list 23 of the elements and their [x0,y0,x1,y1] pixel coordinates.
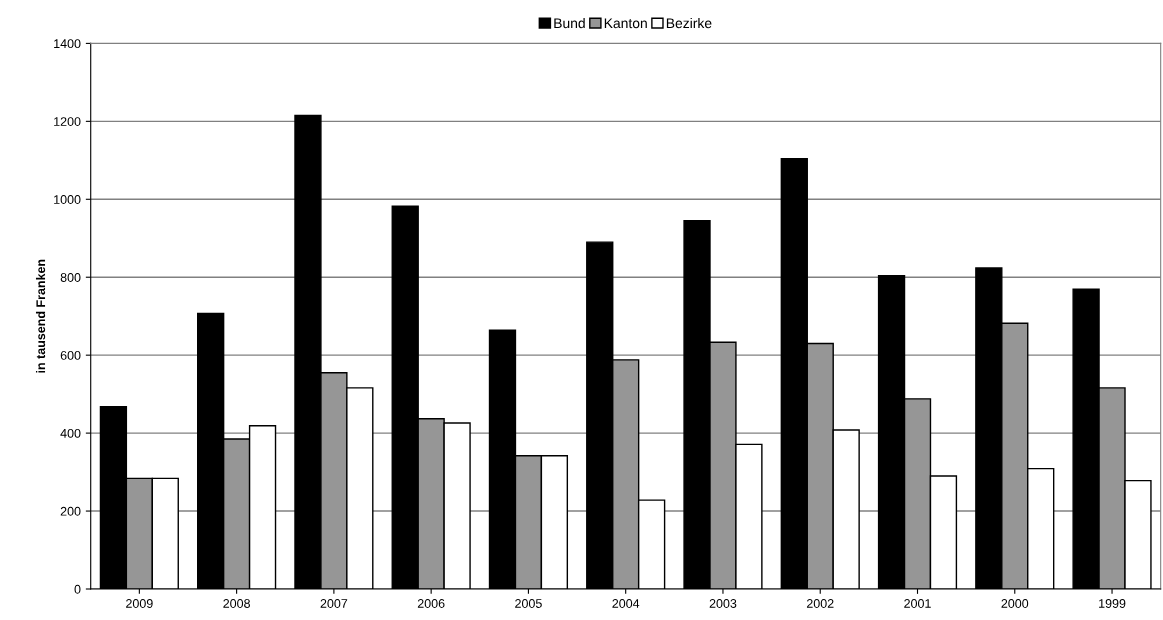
x-tick-label: 2002 [806,599,834,608]
y-tick-label: 0 [74,584,81,594]
legend-label: Bezirke [666,17,712,29]
y-tick-label: 200 [60,506,81,516]
y-tick-label: 800 [60,273,81,282]
x-tick-label: 2005 [515,599,542,608]
y-axis-title: in tausend Franken [35,259,46,373]
y-tick-label: 1400 [54,39,81,49]
y-tick-label: 1200 [54,117,81,126]
legend-label: Bund [554,17,585,29]
y-tick-label: 600 [60,350,81,360]
y-tick-label: 400 [60,428,81,438]
legend-label: Kanton [604,18,647,29]
x-tick-label: 2009 [126,599,153,608]
x-tick-label: 2001 [904,599,931,608]
y-tick-label: 1000 [54,195,81,204]
x-tick-label: 2003 [709,599,737,608]
x-tick-label: 2006 [417,599,445,608]
x-tick-label: 2008 [223,599,250,608]
x-tick-label: 2004 [612,599,640,608]
x-tick-label: 1999 [1099,599,1126,608]
x-tick-label: 2007 [320,599,348,608]
x-tick-label: 2000 [1001,599,1029,608]
